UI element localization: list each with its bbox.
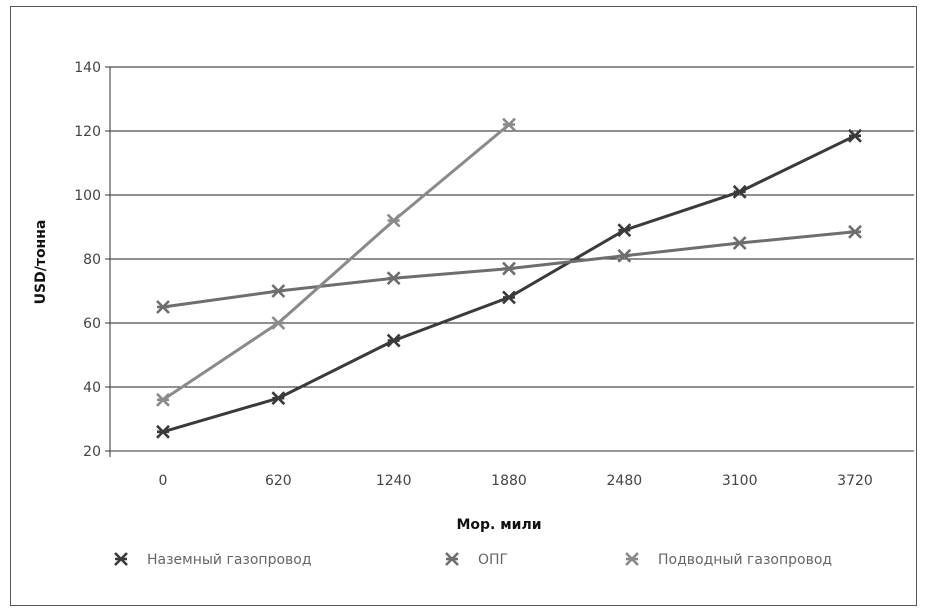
data-point: [617, 223, 632, 238]
data-point: [617, 248, 632, 263]
data-point: [386, 333, 401, 348]
x-axis-title: Мор. мили: [456, 517, 541, 533]
data-point: [271, 316, 286, 330]
y-axis-title: USD/тонна: [33, 220, 49, 305]
grid-lines: [110, 66, 914, 388]
data-point: [502, 290, 516, 305]
x-tick-label: 620: [265, 473, 292, 489]
legend-marker: [114, 552, 128, 566]
legend-item: Наземный газопровод: [114, 552, 312, 568]
data-point: [502, 261, 516, 276]
series-2: [156, 224, 862, 314]
data-point: [386, 213, 401, 228]
data-point: [386, 271, 401, 286]
chart-frame: 20 40 60 80 100 120 140 0 620 1240 1880 2480 3100 37…: [10, 6, 917, 606]
x-tick-label: 0: [159, 473, 168, 489]
y-tick-label: 120: [74, 124, 101, 140]
data-point: [156, 424, 170, 439]
y-tick-label: 140: [74, 60, 101, 76]
legend-item: Подводный газопровод: [625, 552, 832, 568]
legend-label: Подводный газопровод: [658, 552, 832, 568]
legend-label: ОПГ: [478, 552, 508, 568]
legend-marker: [625, 552, 639, 566]
data-point: [848, 224, 862, 239]
data-point: [732, 236, 747, 250]
legend-item: ОПГ: [445, 552, 508, 568]
data-point: [502, 117, 516, 132]
y-tick-label: 60: [83, 316, 101, 332]
y-tick-label: 40: [83, 380, 101, 396]
x-tick-labels: 0 620 1240 1880 2480 3100 3720: [159, 473, 873, 489]
data-point: [271, 391, 286, 406]
legend-label: Наземный газопровод: [147, 552, 312, 568]
data-point: [848, 128, 862, 143]
x-tick-label: 3100: [722, 473, 758, 489]
line-chart: 20 40 60 80 100 120 140 0 620 1240 1880 2480 3100 37…: [33, 60, 914, 568]
series-1: [156, 128, 862, 439]
series-lines: [156, 117, 862, 439]
x-tick-label: 1880: [491, 473, 527, 489]
x-tick-label: 1240: [376, 473, 412, 489]
legend-marker: [445, 552, 459, 566]
y-tick-labels: 20 40 60 80 100 120 140: [74, 60, 110, 460]
x-tick-label: 2480: [607, 473, 643, 489]
x-tick-label: 3720: [837, 473, 873, 489]
series-line: [162, 123, 510, 402]
data-point: [271, 284, 286, 298]
y-tick-label: 20: [83, 444, 101, 460]
data-point: [156, 300, 170, 314]
legend: Наземный газопровод ОПГ Подводный газопров…: [114, 552, 832, 568]
data-point: [156, 392, 170, 407]
data-point: [732, 184, 747, 199]
y-tick-label: 80: [83, 252, 101, 268]
series-3: [156, 117, 516, 407]
y-tick-label: 100: [74, 188, 101, 204]
